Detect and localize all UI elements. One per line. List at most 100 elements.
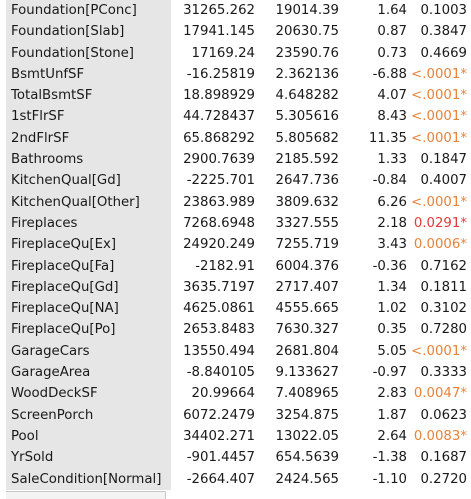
table-row: FireplaceQu[Fa] -2182.91 6004.376 -0.36 0.71… xyxy=(6,255,471,277)
estimate-cell: 2653.8483 xyxy=(183,322,255,338)
term-cell: FireplaceQu[Po] xyxy=(6,319,171,341)
p-value-cell: 0.7162 xyxy=(420,258,467,274)
horizontal-scrollbar[interactable] xyxy=(6,491,166,499)
estimate-cell: 17169.24 xyxy=(191,45,255,61)
t-ratio-cell: 0.87 xyxy=(377,24,407,40)
p-value-cell: 0.4669 xyxy=(420,45,467,61)
estimate-cell: -2182.91 xyxy=(195,258,255,274)
estimate-cell: -2664.407 xyxy=(186,471,255,487)
estimate-cell: 23863.989 xyxy=(183,194,255,210)
p-value-cell: <.0001* xyxy=(411,343,467,359)
t-ratio-cell: -0.84 xyxy=(372,173,407,189)
std-error-cell: 2717.407 xyxy=(275,279,339,295)
table-row: 2ndFlrSF 65.868292 5.805682 11.35 <.0001* xyxy=(6,127,471,150)
std-error-cell: 3254.875 xyxy=(275,407,339,423)
term-cell: Pool xyxy=(6,425,171,448)
term-cell: BsmtUnfSF xyxy=(6,63,171,86)
t-ratio-cell: 5.05 xyxy=(377,343,407,359)
estimate-cell: -901.4457 xyxy=(186,450,255,466)
t-ratio-cell: 3.43 xyxy=(377,237,407,253)
table-row: KitchenQual[Gd] -2225.701 2647.736 -0.84 0.4… xyxy=(6,170,471,192)
table-row: SaleCondition[Normal] -2664.407 2424.565 -1… xyxy=(6,468,471,490)
std-error-cell: 2185.592 xyxy=(275,152,339,168)
p-value-cell: <.0001* xyxy=(411,66,467,82)
term-cell: Bathrooms xyxy=(6,149,171,171)
term-cell: ScreenPorch xyxy=(6,404,171,426)
table-row: Foundation[Stone] 17169.24 23590.76 0.73 0.4… xyxy=(6,42,471,64)
t-ratio-cell: 11.35 xyxy=(368,130,407,146)
table-row: FireplaceQu[Po] 2653.8483 7630.327 0.35 0.72… xyxy=(6,319,471,341)
p-value-cell: 0.3333 xyxy=(420,365,467,381)
estimate-cell: 3635.7197 xyxy=(183,279,255,295)
term-cell: TotalBsmtSF xyxy=(6,85,171,107)
std-error-cell: 3327.555 xyxy=(275,215,339,231)
estimate-cell: 44.728437 xyxy=(183,109,255,125)
term-cell: Fireplaces xyxy=(6,212,171,235)
table-row: FireplaceQu[Ex] 24920.249 7255.719 3.43 0.00… xyxy=(6,234,471,256)
std-error-cell: 20630.75 xyxy=(275,24,339,40)
estimate-cell: 34402.271 xyxy=(183,428,255,444)
term-cell: 2ndFlrSF xyxy=(6,127,171,150)
std-error-cell: 9.133627 xyxy=(275,365,339,381)
t-ratio-cell: -6.88 xyxy=(372,66,407,82)
p-value-cell: 0.3102 xyxy=(420,301,467,317)
p-value-cell: 0.4007 xyxy=(420,173,467,189)
std-error-cell: 2.362136 xyxy=(275,66,339,82)
p-value-cell: 0.0047* xyxy=(413,386,467,402)
term-cell: FireplaceQu[Ex] xyxy=(6,234,171,256)
t-ratio-cell: 2.83 xyxy=(377,386,407,402)
term-cell: KitchenQual[Other] xyxy=(6,191,171,213)
estimate-cell: 2900.7639 xyxy=(183,152,255,168)
p-value-cell: 0.0083* xyxy=(413,428,467,444)
t-ratio-cell: 0.35 xyxy=(377,322,407,338)
std-error-cell: 2681.804 xyxy=(275,343,339,359)
t-ratio-cell: 1.02 xyxy=(377,301,407,317)
std-error-cell: 2647.736 xyxy=(275,173,339,189)
std-error-cell: 23590.76 xyxy=(275,45,339,61)
table-row: ScreenPorch 6072.2479 3254.875 1.87 0.0623 xyxy=(6,404,471,426)
std-error-cell: 4555.665 xyxy=(275,301,339,317)
t-ratio-cell: 1.34 xyxy=(377,279,407,295)
table-row: FireplaceQu[Gd] 3635.7197 2717.407 1.34 0.18… xyxy=(6,276,471,299)
std-error-cell: 7630.327 xyxy=(275,322,339,338)
std-error-cell: 19014.39 xyxy=(275,3,339,18)
table-row: YrSold -901.4457 654.5639 -1.38 0.1687 xyxy=(6,447,471,469)
table-row: KitchenQual[Other] 23863.989 3809.632 6.26 <… xyxy=(6,191,471,213)
std-error-cell: 7255.719 xyxy=(275,237,339,253)
report-bottom-edge xyxy=(0,490,471,498)
t-ratio-cell: 1.33 xyxy=(377,152,407,168)
estimate-cell: 6072.2479 xyxy=(183,407,255,423)
term-cell: Foundation[Slab] xyxy=(6,21,171,43)
p-value-cell: 0.1811 xyxy=(420,279,467,295)
p-value-cell: 0.7280 xyxy=(420,322,467,338)
table-row: Foundation[Slab] 17941.145 20630.75 0.87 0.3… xyxy=(6,21,471,43)
std-error-cell: 5.805682 xyxy=(275,130,339,146)
std-error-cell: 3809.632 xyxy=(275,194,339,210)
p-value-cell: 0.3847 xyxy=(420,24,467,40)
term-cell: YrSold xyxy=(6,447,171,469)
p-value-cell: <.0001* xyxy=(411,194,467,210)
term-cell: 1stFlrSF xyxy=(6,106,171,128)
term-cell: Foundation[Stone] xyxy=(6,42,171,64)
parameter-estimates-table: Foundation[PConc] 31265.262 19014.39 1.64 0.… xyxy=(6,0,471,490)
estimate-cell: 31265.262 xyxy=(183,3,255,18)
table-row: FireplaceQu[NA] 4625.0861 4555.665 1.02 0.31… xyxy=(6,298,471,320)
term-cell: FireplaceQu[Fa] xyxy=(6,255,171,277)
std-error-cell: 654.5639 xyxy=(275,450,339,466)
t-ratio-cell: 1.87 xyxy=(377,407,407,423)
std-error-cell: 5.305616 xyxy=(275,109,339,125)
t-ratio-cell: -1.10 xyxy=(372,471,407,487)
table-row: Foundation[PConc] 31265.262 19014.39 1.64 0.… xyxy=(6,0,471,22)
estimate-cell: 18.898929 xyxy=(183,88,255,104)
table-row: GarageArea -8.840105 9.133627 -0.97 0.3333 xyxy=(6,362,471,384)
table-row: Bathrooms 2900.7639 2185.592 1.33 0.1847 xyxy=(6,149,471,171)
term-cell: Foundation[PConc] xyxy=(6,0,171,22)
estimate-cell: -16.25819 xyxy=(186,66,255,82)
table-row: Fireplaces 7268.6948 3327.555 2.18 0.0291* xyxy=(6,212,471,235)
p-value-cell: 0.1003 xyxy=(420,3,467,18)
table-row: 1stFlrSF 44.728437 5.305616 8.43 <.0001* xyxy=(6,106,471,128)
p-value-cell: 0.1687 xyxy=(420,450,467,466)
term-cell: FireplaceQu[NA] xyxy=(6,298,171,320)
estimate-cell: 13550.494 xyxy=(183,343,255,359)
